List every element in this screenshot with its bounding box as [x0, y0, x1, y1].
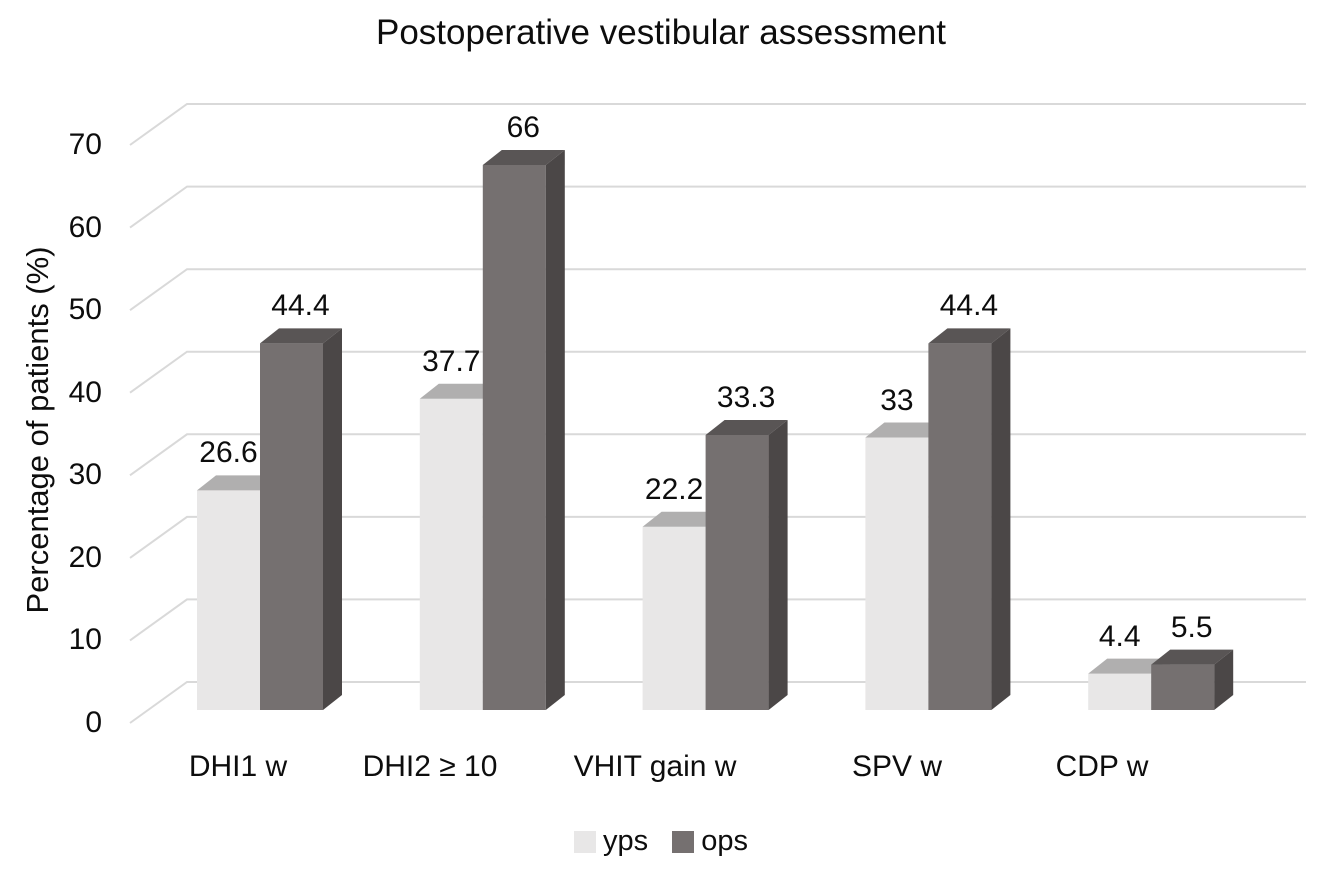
legend-label-yps: yps — [603, 825, 649, 857]
bar-front-face — [928, 343, 992, 710]
bar-front-face — [260, 343, 323, 710]
gridline-50 — [129, 268, 1306, 312]
y-tick-label-70: 70 — [68, 128, 102, 161]
bar-top-face — [642, 511, 725, 527]
data-label-yps-1: 26.6 — [199, 436, 258, 470]
legend-label-ops: ops — [701, 825, 748, 857]
category-label-1: DHI1 w — [188, 750, 288, 783]
chart-title: Postoperative vestibular assessment — [376, 13, 946, 52]
bar-front-face — [197, 490, 260, 710]
data-label-ops-4: 44.4 — [939, 289, 999, 323]
data-label-ops-5: 5.5 — [1170, 610, 1213, 644]
bar-top-face — [1151, 649, 1234, 665]
bar-top-face — [260, 328, 342, 344]
data-label-ops-1: 44.4 — [271, 289, 330, 323]
y-tick-label-60: 60 — [68, 210, 102, 244]
data-label-yps-5: 4.4 — [1098, 619, 1141, 653]
category-label-5: CDP w — [1055, 750, 1149, 783]
bar-front-face — [1088, 673, 1152, 710]
gridline-60 — [129, 185, 1306, 229]
legend-item-ops: ops — [672, 827, 748, 856]
data-label-ops-3: 33.3 — [716, 381, 776, 415]
bar-front-face — [642, 526, 706, 710]
bar-side-face — [323, 328, 342, 710]
bar-side-face — [545, 150, 565, 711]
bar-ops-1 — [260, 328, 342, 710]
bar-top-face — [1088, 658, 1171, 674]
data-label-yps-2: 37.7 — [422, 344, 481, 378]
bar-top-face — [419, 383, 502, 399]
category-label-2: DHI2 ≥ 10 — [362, 750, 498, 783]
y-tick-label-40: 40 — [68, 375, 102, 409]
bar-front-face — [865, 437, 929, 710]
y-tick-label-50: 50 — [68, 293, 102, 327]
legend-swatch-ops — [672, 830, 695, 853]
bar-front-face — [419, 398, 483, 710]
bar-top-face — [197, 475, 279, 491]
bar-top-face — [482, 150, 565, 166]
bar-ops-2 — [482, 150, 565, 711]
gridline-70 — [129, 103, 1306, 146]
y-tick-label-30: 30 — [68, 458, 102, 492]
data-label-yps-3: 22.2 — [644, 472, 704, 506]
bar-top-face — [928, 328, 1011, 344]
bar-top-face — [705, 420, 788, 436]
bar-side-face — [1214, 649, 1234, 710]
bar-front-face — [482, 165, 546, 711]
bar-ops-3 — [705, 420, 788, 710]
bar-front-face — [705, 435, 769, 710]
bar-ops-4 — [928, 328, 1011, 710]
bar-ops-5 — [1151, 649, 1234, 710]
bar-front-face — [1151, 664, 1215, 710]
legend-swatch-yps — [574, 830, 597, 853]
bar-side-face — [768, 420, 788, 710]
data-label-yps-4: 33 — [880, 383, 914, 417]
data-label-ops-2: 66 — [506, 111, 540, 145]
y-tick-label-0: 0 — [85, 706, 102, 739]
y-tick-label-20: 20 — [68, 540, 102, 574]
category-label-4: SPV w — [851, 750, 943, 783]
bar-side-face — [991, 328, 1011, 710]
bar-top-face — [865, 422, 948, 438]
y-tick-label-10: 10 — [68, 623, 102, 657]
category-label-3: VHIT gain w — [573, 750, 737, 783]
legend: yps ops — [0, 827, 1322, 856]
legend-item-yps: yps — [574, 827, 648, 856]
